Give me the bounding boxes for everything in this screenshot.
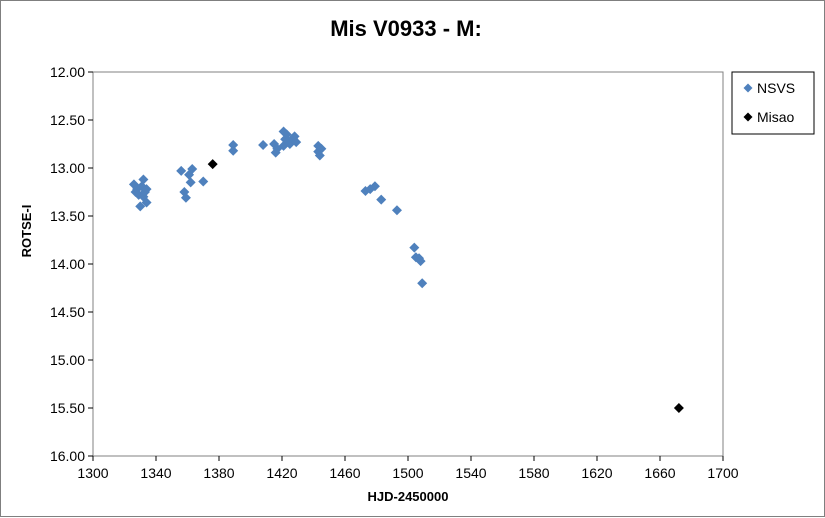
legend-label-nsvs: NSVS — [757, 80, 795, 96]
data-points — [128, 126, 684, 413]
legend: NSVS Misao — [731, 71, 815, 135]
x-tick-label: 1460 — [329, 465, 360, 481]
data-point-nsvs — [369, 181, 380, 192]
legend-marker-nsvs — [743, 83, 753, 93]
x-tick-label: 1340 — [140, 465, 171, 481]
x-axis: 1300 1340 1380 1420 1460 1500 1540 1580 1620 1660… — [77, 456, 739, 481]
y-tick-label: 14.50 — [50, 304, 85, 320]
data-point-nsvs — [185, 177, 196, 188]
data-point-nsvs — [141, 197, 152, 208]
data-point-nsvs — [180, 192, 191, 203]
x-tick-label: 1700 — [707, 465, 738, 481]
data-point-misao — [673, 403, 684, 413]
data-point-nsvs — [198, 176, 209, 187]
plot-area — [92, 71, 724, 457]
data-point-nsvs — [138, 174, 149, 185]
data-point-nsvs — [228, 145, 239, 156]
y-tick-label: 14.00 — [50, 256, 85, 272]
y-tick-label: 13.00 — [50, 160, 85, 176]
y-axis: 12.00 12.50 13.00 13.50 14.00 14.50 15.00 15.50… — [50, 64, 93, 464]
x-tick-label: 1300 — [77, 465, 108, 481]
data-point-nsvs — [135, 201, 146, 212]
y-tick-label: 16.00 — [50, 448, 85, 464]
data-point-nsvs — [258, 139, 269, 150]
y-tick-label: 15.50 — [50, 400, 85, 416]
x-axis-label: HJD-2450000 — [368, 489, 449, 504]
data-point-nsvs — [409, 242, 420, 253]
y-tick-label: 12.00 — [50, 64, 85, 80]
x-tick-label: 1660 — [644, 465, 675, 481]
data-point-nsvs — [228, 139, 239, 150]
data-point-nsvs — [176, 165, 187, 176]
data-point-nsvs — [415, 256, 426, 267]
data-point-nsvs — [291, 137, 302, 148]
x-tick-label: 1620 — [581, 465, 612, 481]
x-tick-label: 1420 — [266, 465, 297, 481]
data-point-nsvs — [391, 205, 402, 216]
x-tick-label: 1500 — [392, 465, 423, 481]
data-point-nsvs — [141, 184, 152, 195]
data-point-nsvs — [316, 143, 327, 154]
data-point-nsvs — [187, 163, 198, 174]
y-tick-label: 12.50 — [50, 112, 85, 128]
data-point-misao — [207, 159, 218, 170]
legend-box — [731, 71, 815, 135]
x-tick-label: 1380 — [203, 465, 234, 481]
data-point-nsvs — [314, 150, 325, 161]
data-point-nsvs — [417, 278, 428, 289]
data-point-nsvs — [376, 194, 387, 205]
legend-label-misao: Misao — [757, 109, 795, 125]
x-tick-label: 1540 — [455, 465, 486, 481]
y-axis-label: ROTSE-I — [19, 205, 34, 258]
x-tick-label: 1580 — [518, 465, 549, 481]
chart-title: Mis V0933 - M: — [330, 16, 482, 41]
data-point-nsvs — [281, 129, 292, 140]
y-tick-label: 15.00 — [50, 352, 85, 368]
y-tick-label: 13.50 — [50, 208, 85, 224]
legend-marker-misao — [743, 112, 753, 122]
